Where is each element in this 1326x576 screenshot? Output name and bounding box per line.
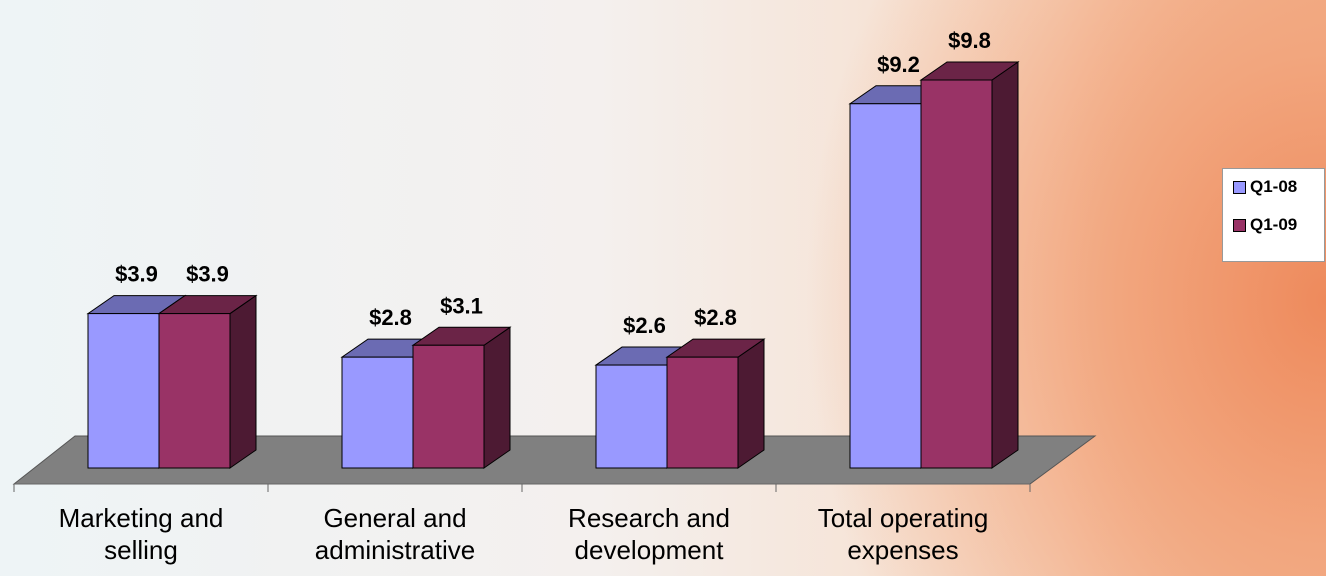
bar — [665, 338, 766, 469]
bar-front — [158, 313, 231, 469]
value-label: $3.9 — [115, 262, 158, 287]
value-label: $9.2 — [877, 52, 920, 77]
value-label: $2.8 — [694, 305, 737, 330]
x-tick-label: Research and development — [568, 503, 730, 565]
bar-side — [229, 294, 257, 469]
value-label: $9.8 — [948, 28, 991, 53]
bar — [157, 294, 258, 469]
bar-front — [920, 79, 993, 469]
legend-item: Q1-08 — [1233, 177, 1297, 197]
bar-front — [849, 103, 922, 469]
value-label: $2.6 — [623, 313, 666, 338]
bar-side — [483, 326, 511, 469]
legend-item: Q1-09 — [1233, 215, 1297, 235]
bar — [919, 61, 1020, 469]
legend-label: Q1-08 — [1250, 177, 1298, 196]
value-label: $3.9 — [186, 262, 229, 287]
legend-label: Q1-09 — [1250, 215, 1298, 234]
bar-side — [991, 61, 1019, 469]
x-tick-label: General and administrative — [314, 503, 476, 565]
value-label: $3.1 — [440, 293, 483, 318]
x-tick-label: Total operating expenses — [817, 503, 989, 565]
legend-swatch — [1233, 180, 1246, 194]
bar-front — [87, 313, 160, 469]
bar-front — [341, 356, 414, 469]
x-tick-label: Marketing and selling — [58, 503, 224, 565]
bar-side — [737, 338, 765, 469]
bar-front — [412, 344, 485, 469]
value-label: $2.8 — [369, 305, 412, 330]
bar-front — [666, 356, 739, 469]
bar-front — [595, 364, 668, 469]
bar — [411, 326, 512, 469]
legend-swatch — [1233, 218, 1246, 232]
legend: Q1-08 Q1-09 — [1222, 168, 1325, 262]
